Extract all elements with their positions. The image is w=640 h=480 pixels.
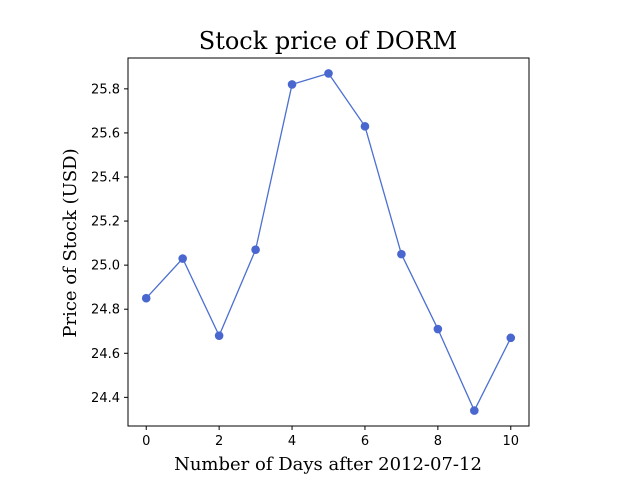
y-tick-label: 25.6 xyxy=(91,126,120,141)
data-point xyxy=(360,122,370,131)
x-tick-label: 10 xyxy=(502,434,519,449)
x-tick-label: 0 xyxy=(142,434,150,449)
data-point xyxy=(397,249,406,259)
price-series-points xyxy=(141,69,516,415)
y-tick-label: 25.8 xyxy=(91,82,120,97)
x-tick-label: 6 xyxy=(361,434,369,449)
x-tick-label: 4 xyxy=(288,434,296,449)
x-tick-label: 2 xyxy=(215,434,223,449)
y-axis-label: Price of Stock (USD) xyxy=(60,148,81,337)
data-point xyxy=(178,254,187,263)
data-point xyxy=(287,80,297,89)
x-tick-label: 8 xyxy=(434,434,442,449)
data-point xyxy=(141,293,151,303)
data-point xyxy=(251,245,260,255)
y-tick-label: 24.6 xyxy=(91,347,120,362)
y-axis: 24.4 24.6 24.8 25.0 25.2 25.4 25.6 25.8 xyxy=(91,82,128,406)
y-tick-label: 25.0 xyxy=(91,259,120,274)
data-point xyxy=(324,69,333,78)
plot-area-frame xyxy=(127,57,530,427)
data-point xyxy=(470,406,479,415)
y-tick-label: 24.8 xyxy=(91,303,120,318)
data-point xyxy=(214,331,224,340)
y-tick-label: 25.2 xyxy=(91,215,120,230)
x-axis: 0 2 4 6 8 10 xyxy=(142,426,519,449)
y-tick-label: 24.4 xyxy=(91,391,120,406)
data-point xyxy=(506,333,516,343)
data-point xyxy=(433,324,443,334)
price-series-line xyxy=(145,72,512,413)
y-tick-label: 25.4 xyxy=(91,170,120,185)
x-axis-label: Number of Days after 2012-07-12 xyxy=(174,454,482,475)
chart-title: Stock price of DORM xyxy=(199,27,457,55)
